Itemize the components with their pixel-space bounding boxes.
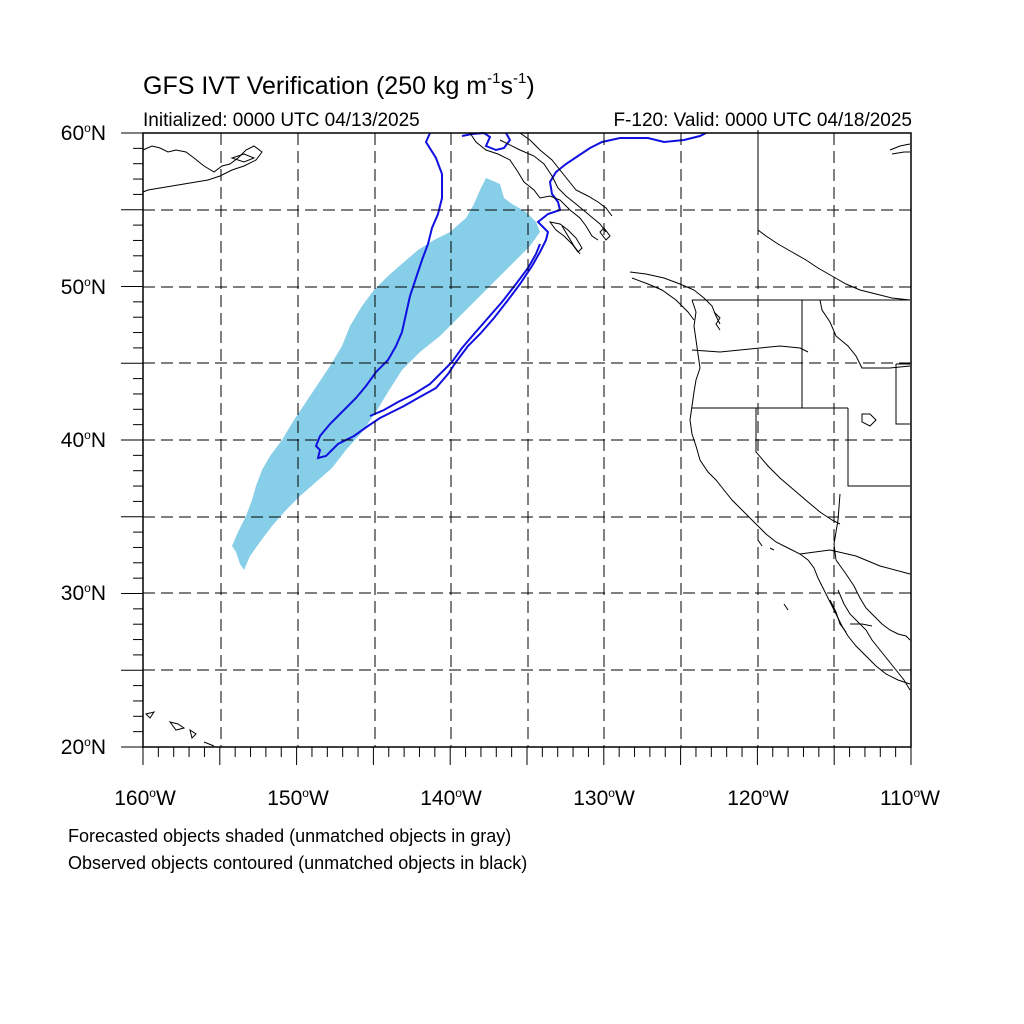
lon-label-140w: 140oW bbox=[420, 786, 482, 810]
chart-title: GFS IVT Verification (250 kg m-1s-1) bbox=[143, 70, 535, 100]
lat-label-40n: 40oN bbox=[60, 428, 106, 452]
lat-label-30n: 30oN bbox=[60, 581, 106, 605]
lat-label-50n: 50oN bbox=[60, 275, 106, 299]
coastlines bbox=[142, 130, 911, 747]
axis-ticks bbox=[121, 132, 912, 765]
lon-label-120w: 120oW bbox=[727, 786, 789, 810]
lon-label-160w: 160oW bbox=[114, 786, 176, 810]
observed-note: Observed objects contoured (unmatched ob… bbox=[68, 853, 528, 873]
lon-label-110w: 110oW bbox=[880, 786, 940, 810]
lon-label-150w: 150oW bbox=[267, 786, 329, 810]
forecast-note: Forecasted objects shaded (unmatched obj… bbox=[68, 826, 512, 846]
observed-inner-contour bbox=[369, 243, 541, 417]
observed-ivt-contour bbox=[314, 132, 707, 460]
valid-time-label: F-120: Valid: 0000 UTC 04/18/2025 bbox=[613, 110, 912, 131]
lat-label-20n: 20oN bbox=[60, 735, 106, 759]
lat-label-60n: 60oN bbox=[60, 121, 106, 145]
initialized-label: Initialized: 0000 UTC 04/13/2025 bbox=[143, 110, 420, 131]
lon-label-130w: 130oW bbox=[573, 786, 635, 810]
graticule bbox=[143, 133, 911, 747]
forecast-ivt-object bbox=[232, 178, 540, 570]
